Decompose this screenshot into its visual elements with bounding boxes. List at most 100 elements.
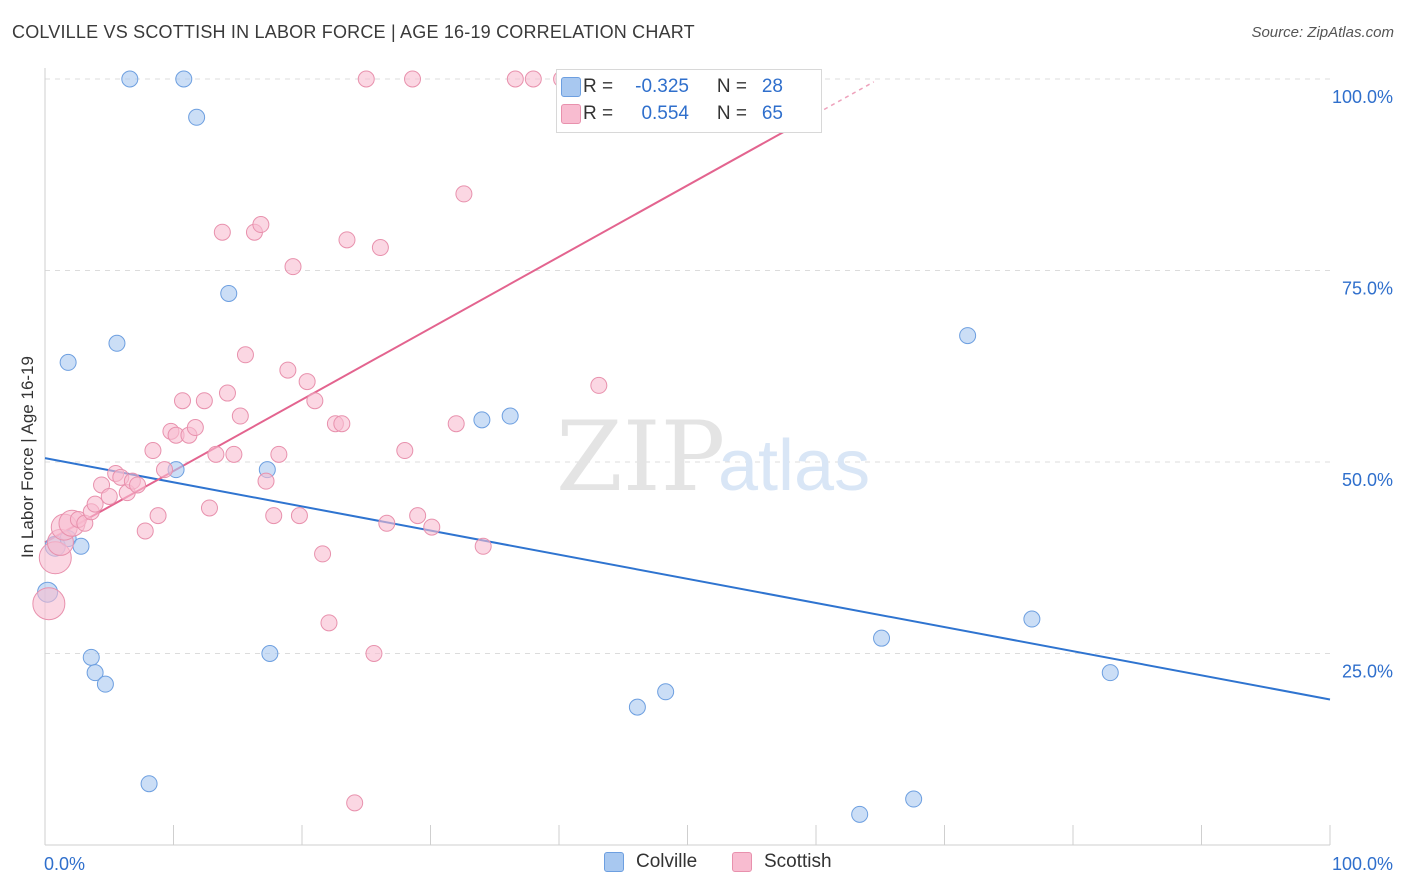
scottish-point (404, 70, 422, 88)
legend-item-colville[interactable]: Colville (604, 851, 697, 873)
colville-point (959, 327, 977, 345)
scottish-point (200, 499, 218, 517)
trend-line-colville (44, 457, 1331, 701)
y-tick-label: 25.0% (1342, 662, 1393, 682)
scottish-point (455, 185, 473, 203)
legend-label-scottish: Scottish (764, 851, 832, 872)
trend-line-scottish-extension (802, 81, 875, 122)
scottish-point (378, 514, 396, 532)
legend-swatch-scottish (732, 852, 752, 872)
scottish-point (136, 522, 154, 540)
scottish-point (86, 495, 104, 513)
tick-labels: 25.0% 50.0% 75.0% 100.0% 0.0% 100.0% (44, 87, 1393, 874)
y-tick-label: 75.0% (1342, 279, 1393, 299)
scottish-point (338, 231, 356, 249)
scottish-point (590, 376, 608, 394)
legend-swatch-scottish (561, 104, 581, 124)
scottish-point (129, 476, 147, 494)
scottish-point (32, 587, 66, 621)
colville-point (220, 284, 238, 302)
scottish-point (290, 507, 308, 525)
scottish-point (231, 407, 249, 425)
legend-label-colville: Colville (636, 851, 698, 872)
colville-point (873, 629, 891, 647)
scottish-point (236, 346, 254, 364)
stats-legend: R = -0.325 N = 28 R = 0.554 N = 65 (556, 69, 822, 133)
scottish-point (213, 223, 231, 241)
watermark-zip: ZIP (556, 401, 725, 513)
watermark: ZIP atlas (556, 401, 870, 513)
scottish-point (298, 373, 316, 391)
scottish-point (144, 442, 162, 460)
scottish-point (314, 545, 332, 563)
trend-lines (44, 81, 1331, 701)
grid-lines (45, 78, 1330, 654)
legend-n-value: 28 (761, 76, 783, 97)
scottish-point (218, 384, 236, 402)
scottish-point (320, 614, 338, 632)
scottish-point (365, 645, 383, 662)
scottish-point (225, 445, 243, 463)
scottish-point (409, 507, 427, 525)
scottish-point (270, 445, 288, 463)
colville-point (657, 683, 675, 701)
scottish-point (333, 415, 351, 433)
x-tick-label: 100.0% (1332, 854, 1393, 874)
colville-point (261, 645, 279, 662)
scottish-point (195, 392, 213, 410)
colville-point (72, 537, 90, 555)
scottish-point (257, 472, 275, 490)
colville-point (82, 648, 100, 666)
data-points (32, 70, 1119, 823)
colville-point (86, 664, 104, 682)
scottish-point (506, 70, 524, 88)
scottish-point (474, 537, 492, 555)
legend-row-colville: R = -0.325 N = 28 (561, 74, 783, 100)
watermark-atlas: atlas (718, 426, 870, 506)
colville-point (175, 70, 193, 88)
scottish-point (265, 507, 283, 525)
legend-r-value: -0.325 (635, 76, 689, 97)
scottish-point (357, 70, 375, 88)
legend-r-label: R = (583, 103, 614, 124)
colville-point (1023, 610, 1041, 628)
series-legend: Colville Scottish (0, 851, 1406, 877)
axes (44, 68, 1331, 846)
legend-row-scottish: R = 0.554 N = 65 (561, 101, 783, 127)
scottish-point (252, 216, 270, 234)
scottish-point (396, 442, 414, 460)
x-tick-label: 0.0% (44, 854, 85, 874)
legend-swatch-colville (604, 852, 624, 872)
scottish-point (371, 239, 389, 257)
scottish-point (156, 461, 174, 479)
colville-point (188, 108, 206, 126)
scottish-point (306, 392, 324, 410)
colville-point (851, 805, 869, 823)
scottish-point (447, 415, 465, 433)
colville-point (96, 675, 114, 693)
colville-point (108, 334, 126, 352)
y-axis-label: In Labor Force | Age 16-19 (18, 356, 37, 558)
legend-item-scottish[interactable]: Scottish (732, 851, 832, 873)
legend-r-value: 0.554 (641, 103, 689, 124)
colville-point (1101, 664, 1119, 682)
y-tick-label: 100.0% (1332, 87, 1393, 107)
scottish-point (186, 419, 204, 437)
legend-n-label: N = (716, 103, 747, 124)
scottish-point (173, 392, 191, 410)
colville-point (501, 407, 519, 425)
legend-n-label: N = (716, 76, 747, 97)
scottish-point (284, 258, 302, 276)
source-label: Source: ZipAtlas.com (1251, 24, 1394, 41)
scottish-point (149, 507, 167, 525)
legend-swatch-colville (561, 77, 581, 97)
scottish-point (423, 518, 441, 536)
scottish-point (524, 70, 542, 88)
chart-title: COLVILLE VS SCOTTISH IN LABOR FORCE | AG… (12, 22, 695, 42)
colville-point (473, 411, 491, 429)
colville-point (905, 790, 923, 808)
colville-point (59, 353, 77, 371)
legend-n-value: 65 (761, 103, 783, 124)
scottish-point (100, 487, 118, 505)
